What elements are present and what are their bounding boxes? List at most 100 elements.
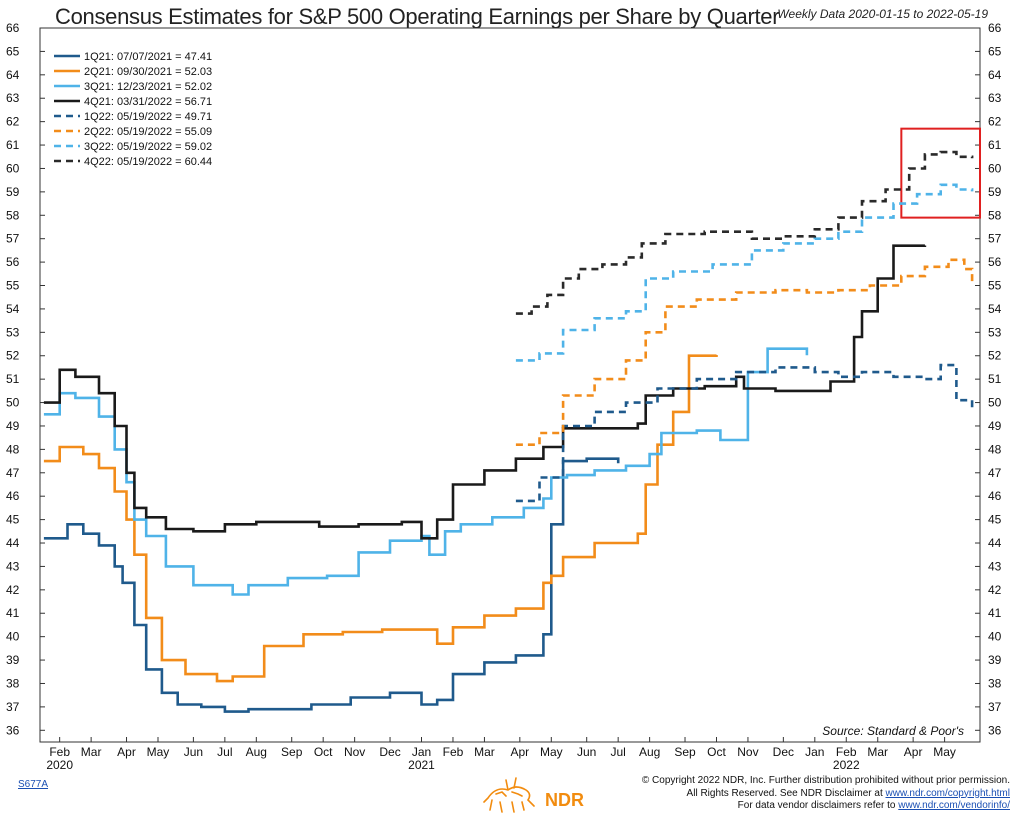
y-tick-label-left: 51 [6,372,20,386]
x-tick-label: May [147,745,170,759]
y-tick-label-left: 57 [6,232,20,246]
y-tick-label-left: 47 [6,466,20,480]
ndr-bull-logo [483,777,535,813]
x-tick-label: Jul [610,745,625,759]
y-tick-label-right: 41 [988,606,1002,620]
series-line-1q22 [515,363,974,503]
y-tick-label-right: 59 [988,185,1002,199]
vendor-text: For data vendor disclaimers refer to [737,800,896,811]
series-line-4q21 [43,244,927,540]
x-tick-label: May [933,745,956,759]
series-line-3q21 [43,347,809,596]
y-tick-label-right: 55 [988,279,1002,293]
legend-entry-4q21: 4Q21: 03/31/2022 = 56.71 [84,96,212,108]
series-line-1q21 [43,457,620,713]
y-tick-label-right: 52 [988,349,1002,363]
y-tick-label-right: 62 [988,115,1002,129]
x-tick-label: Oct [707,745,726,759]
y-tick-label-left: 64 [6,68,20,82]
y-tick-label-right: 45 [988,513,1002,527]
y-tick-label-right: 46 [988,489,1002,503]
y-tick-label-left: 61 [6,138,20,152]
y-tick-label-left: 55 [6,279,20,293]
x-tick-label: Dec [379,745,400,759]
y-tick-label-left: 41 [6,606,20,620]
y-tick-label-right: 60 [988,161,1002,175]
y-tick-label-right: 42 [988,583,1002,597]
series-line-2q22 [515,258,974,446]
chart-subtitle: Weekly Data 2020-01-15 to 2022-05-19 [777,7,988,21]
y-tick-label-left: 65 [6,44,20,58]
x-tick-label: Jul [217,745,232,759]
x-tick-label: Mar [474,745,495,759]
y-tick-label-left: 63 [6,91,20,105]
legend-entry-4q22: 4Q22: 05/19/2022 = 60.44 [84,156,212,168]
ndr-logo-text: NDR [545,790,584,810]
y-tick-label-left: 66 [6,21,20,35]
y-tick-label-left: 62 [6,115,20,129]
y-tick-label-right: 36 [988,723,1002,737]
y-tick-label-left: 49 [6,419,20,433]
vendor-link[interactable]: www.ndr.com/vendorinfo/ [898,800,1010,811]
legend-entry-2q21: 2Q21: 09/30/2021 = 52.03 [84,66,212,78]
x-tick-label: Feb [49,745,70,759]
x-tick-label: Apr [117,745,136,759]
y-tick-label-right: 56 [988,255,1002,269]
y-tick-label-right: 65 [988,44,1002,58]
x-tick-label: Aug [639,745,660,759]
plot-frame [39,27,981,743]
footer-disclaimer: © Copyright 2022 NDR, Inc. Further distr… [642,775,1010,813]
y-tick-label-right: 43 [988,559,1002,573]
source-note: Source: Standard & Poor's [822,724,964,738]
x-tick-label: Jun [577,745,596,759]
y-tick-label-left: 46 [6,489,20,503]
y-tick-label-right: 47 [988,466,1002,480]
y-tick-label-right: 44 [988,536,1002,550]
x-tick-label: Feb [836,745,857,759]
y-tick-label-left: 36 [6,723,20,737]
legend-entry-1q22: 1Q22: 05/19/2022 = 49.71 [84,111,212,123]
chart-title: Consensus Estimates for S&P 500 Operatin… [55,4,780,29]
series-line-2q21 [43,354,718,683]
y-tick-label-left: 38 [6,676,20,690]
legend-entry-1q21: 1Q21: 07/07/2021 = 47.41 [84,51,212,63]
x-tick-label: Nov [737,745,758,759]
year-label: 2022 [833,758,860,772]
year-label: 2021 [408,758,435,772]
y-tick-label-left: 40 [6,630,20,644]
x-tick-label: Sep [281,745,303,759]
x-tick-label: Mar [867,745,888,759]
y-tick-label-left: 43 [6,559,20,573]
y-tick-label-left: 53 [6,325,20,339]
x-tick-label: Aug [246,745,267,759]
y-tick-label-right: 50 [988,396,1002,410]
y-tick-label-left: 45 [6,513,20,527]
y-tick-label-right: 49 [988,419,1002,433]
y-tick-label-right: 51 [988,372,1002,386]
y-tick-label-left: 42 [6,583,20,597]
y-tick-label-right: 37 [988,700,1002,714]
y-tick-label-right: 40 [988,630,1002,644]
x-tick-label: Mar [81,745,102,759]
chart-code-link[interactable]: S677A [18,779,49,790]
rights-line: All Rights Reserved. See NDR Disclaimer … [642,788,1010,801]
y-tick-label-left: 56 [6,255,20,269]
y-tick-label-left: 50 [6,396,20,410]
y-tick-label-left: 60 [6,161,20,175]
y-tick-label-right: 63 [988,91,1002,105]
y-tick-label-right: 39 [988,653,1002,667]
y-tick-label-right: 64 [988,68,1002,82]
legend-entry-3q21: 3Q21: 12/23/2021 = 52.02 [84,81,212,93]
copyright-link[interactable]: www.ndr.com/copyright.html [885,787,1011,799]
y-tick-label-left: 54 [6,302,20,316]
rights-text: All Rights Reserved. See NDR Disclaimer … [686,787,883,799]
series-line-3q22 [515,183,974,362]
x-tick-label: Nov [344,745,365,759]
x-tick-label: Jan [805,745,824,759]
x-tick-label: Feb [443,745,464,759]
copyright-text: © Copyright 2022 NDR, Inc. Further distr… [641,775,1010,786]
y-tick-label-left: 39 [6,653,20,667]
x-tick-label: Oct [314,745,333,759]
y-tick-label-left: 44 [6,536,20,550]
